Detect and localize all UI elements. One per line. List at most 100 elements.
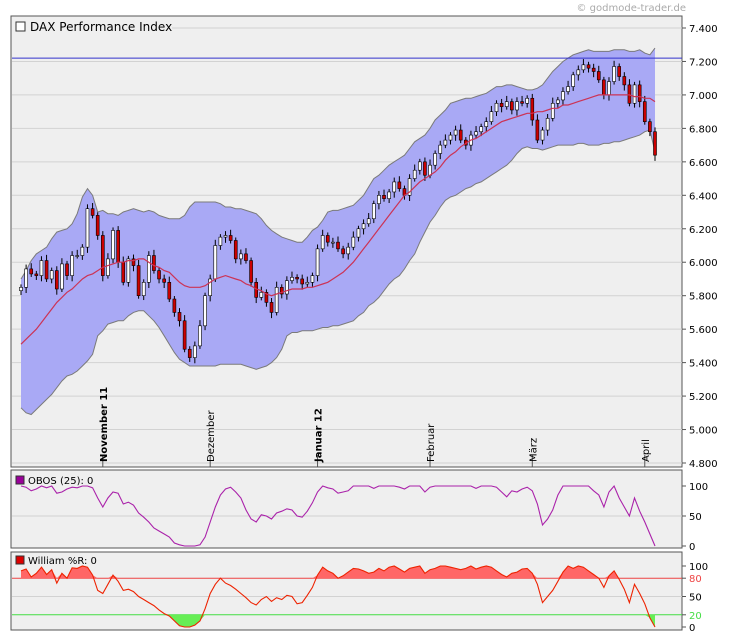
candle-body [49, 270, 54, 280]
candle-body [182, 320, 187, 350]
candle-body [152, 255, 156, 271]
candle-body [627, 84, 632, 104]
candle-body [141, 282, 146, 296]
candle-body [331, 241, 335, 244]
candle-body [116, 230, 120, 263]
obos-series-line [20, 484, 656, 547]
candle-body [515, 101, 519, 111]
williams-tick-label: 20 [689, 611, 702, 622]
candle-body [90, 208, 95, 216]
candle-body [596, 71, 601, 81]
candle-body [351, 236, 356, 248]
price-tick-label: 7.000 [689, 91, 718, 102]
price-tick-label: 5.600 [689, 325, 718, 336]
candle-body [106, 258, 110, 276]
candle-body [34, 273, 39, 276]
candle-body [29, 268, 34, 275]
chart-title: DAX Performance Index [30, 20, 172, 34]
obos-tick-label: 50 [689, 512, 702, 523]
candle-body [556, 99, 560, 104]
candle-body [249, 260, 253, 283]
price-tick-label: 7.400 [689, 24, 718, 35]
candle-body [310, 275, 315, 283]
price-tick-label: 5.800 [689, 292, 718, 303]
candle-body [85, 208, 90, 248]
moving-average [20, 94, 656, 345]
candle-body [607, 81, 611, 96]
candle-body [198, 325, 202, 347]
candle-body [101, 235, 105, 276]
candle-body [325, 235, 330, 243]
candle-body [550, 102, 555, 119]
williams-tick-label: 80 [689, 574, 702, 585]
candle-body [484, 121, 489, 128]
williams-line [20, 565, 656, 628]
candle-body [642, 101, 647, 122]
obos-tick-label: 100 [689, 482, 708, 493]
candle-body [95, 215, 100, 236]
month-label: November 11 [99, 387, 110, 462]
candle-body [346, 246, 351, 255]
candle-body [279, 287, 284, 295]
candle-body [571, 74, 575, 87]
month-label: März [528, 438, 539, 462]
candle-body [412, 169, 417, 179]
price-tick-label: 4.800 [689, 459, 718, 470]
candle-body [602, 79, 606, 96]
candle-body [111, 230, 115, 260]
month-label: Februar [426, 423, 437, 462]
candle-body [545, 118, 550, 131]
moving-average-line [20, 94, 656, 345]
price-tick-label: 7.200 [689, 57, 718, 68]
candle-body [187, 348, 192, 358]
candle-body [259, 292, 264, 298]
month-label: Dezember [206, 410, 217, 462]
price-axis: 4.800 5.000 5.200 5.400 5.600 5.800 6.000 6.200… [682, 24, 718, 470]
candle-body [239, 253, 243, 260]
candle-body [75, 255, 80, 257]
candle-body [290, 276, 294, 281]
candle-body [136, 265, 141, 296]
obos-line [20, 484, 656, 547]
candle-body [494, 102, 499, 112]
obos-axis: 0 50 100 [682, 482, 708, 553]
price-tick-label: 6.800 [689, 124, 718, 135]
candle-body [418, 161, 422, 171]
williams-tick-label: 50 [689, 593, 702, 604]
candle-body [208, 278, 212, 296]
candle-body [479, 126, 483, 133]
main-price-panel: November 11 Dezember Januar 12 Februar März A… [10, 15, 718, 470]
candle-body [336, 241, 340, 250]
price-tick-label: 5.000 [689, 426, 718, 437]
williams-legend-icon [15, 555, 25, 565]
williams-series-line [20, 565, 656, 628]
candle-body [617, 66, 622, 77]
candle-body [576, 69, 581, 76]
candle-body [295, 276, 299, 280]
candle-body [65, 263, 69, 276]
candle-body [70, 255, 74, 276]
candle-body [193, 345, 197, 358]
price-tick-label: 6.200 [689, 225, 718, 236]
obos-label: OBOS (25): 0 [28, 476, 93, 487]
candle-body [474, 131, 478, 136]
candle-body [387, 191, 391, 199]
candle-body [244, 253, 248, 261]
candle-body [423, 161, 427, 176]
candle-body [223, 235, 228, 238]
candle-body [162, 278, 166, 283]
candle-body [371, 203, 376, 220]
candle-body [591, 67, 596, 72]
candle-body [228, 235, 233, 241]
candle-body [438, 144, 443, 154]
williams-overbought-fill [21, 566, 655, 579]
candle-body [648, 121, 652, 133]
bollinger-lower-line [20, 129, 656, 416]
candle-body [407, 178, 412, 196]
candle-body [499, 102, 504, 107]
candle-body [24, 268, 28, 288]
candle-body [213, 245, 218, 280]
williams-fill [21, 566, 655, 627]
williams-label: William %R: 0 [28, 556, 97, 567]
candle-body [443, 139, 448, 146]
